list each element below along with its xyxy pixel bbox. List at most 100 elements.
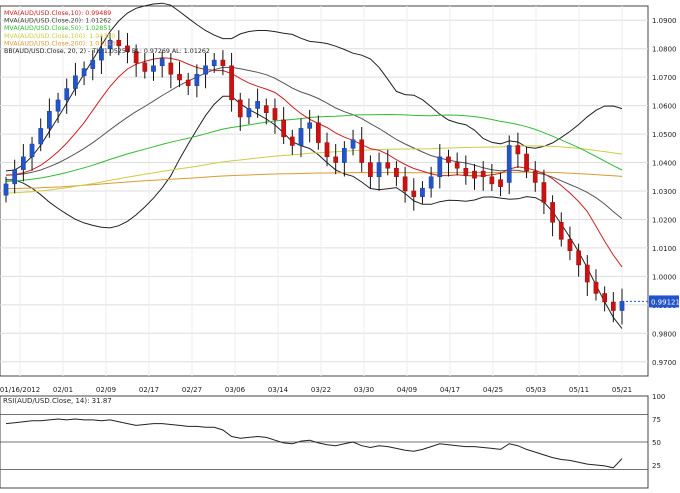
legend-entry: BB(AUD/USD.Close, 20, 2) - TL: 1.05254 B… [4, 48, 210, 55]
candle-down [594, 282, 598, 293]
candle-down [516, 145, 520, 154]
candle-down [334, 157, 338, 163]
candle-down [559, 222, 563, 239]
candle-down [472, 171, 476, 178]
candle-down [446, 157, 450, 163]
rsi-tick-label: 25 [652, 462, 661, 470]
candle-down [412, 191, 416, 197]
legend-entry: MVA(AUD/USD.Close,10): 0.99489 [4, 10, 111, 17]
date-tick-label: 04/09 [397, 386, 417, 394]
candle-up [351, 140, 355, 149]
candle-down [177, 74, 181, 80]
candle-up [91, 60, 95, 69]
candle-down [550, 202, 554, 222]
price-tick-label: 1.0300 [652, 188, 677, 196]
candle-up [56, 100, 60, 111]
date-x-axis: 01/16/2012 02/01 02/09 02/17 02/27 03/06 03/14… [0, 386, 632, 394]
candle-up [160, 59, 164, 66]
candle-up [342, 148, 346, 162]
rsi-tick-label: 75 [652, 416, 661, 424]
candle-up [203, 66, 207, 75]
candle-down [316, 123, 320, 143]
price-tick-label: 1.0100 [652, 245, 677, 253]
candle-up [151, 66, 155, 72]
candle-down [325, 143, 329, 157]
rsi-tick-label: 50 [652, 439, 661, 447]
candle-up [420, 188, 424, 197]
candle-down [568, 239, 572, 250]
candle-down [282, 120, 286, 137]
candle-up [256, 101, 260, 108]
candle-down [360, 140, 364, 163]
candle-up [195, 74, 199, 85]
candle-up [620, 301, 624, 310]
candle-down [264, 106, 268, 113]
candle-up [13, 170, 17, 184]
price-tick-label: 1.0800 [652, 46, 677, 54]
candle-down [490, 177, 494, 184]
rsi-y-axis: 100 75 50 25 [652, 393, 665, 470]
candle-down [464, 168, 468, 175]
candle-up [429, 177, 433, 188]
candle-down [524, 154, 528, 171]
candle-down [273, 108, 277, 119]
price-tick-label: 1.0400 [652, 160, 677, 168]
candle-up [82, 69, 86, 76]
date-tick-label: 05/03 [526, 386, 546, 394]
candle-up [65, 89, 69, 100]
candle-down [186, 80, 190, 86]
legend-entry: MVA(AUD/USD.Close,200): 1.03143 [4, 40, 115, 47]
last-price-label: 0.99121 [651, 298, 680, 306]
candle-up [30, 144, 34, 157]
rsi-tick-label: 100 [652, 393, 665, 401]
candle-down [221, 60, 225, 66]
date-tick-label: 02/27 [182, 386, 202, 394]
candle-down [290, 137, 294, 146]
date-tick-label: 05/11 [569, 386, 589, 394]
candle-down [169, 63, 173, 74]
price-tick-label: 1.0900 [652, 17, 677, 25]
candle-up [299, 128, 303, 145]
candle-down [238, 100, 242, 117]
candle-down [603, 293, 607, 302]
candle-down [143, 63, 147, 72]
candle-up [21, 157, 25, 170]
date-tick-label: 01/16/2012 [0, 386, 40, 394]
candle-down [481, 171, 485, 177]
candle-down [117, 40, 121, 46]
date-tick-label: 05/21 [612, 386, 632, 394]
candle-down [394, 168, 398, 177]
candle-down [611, 302, 615, 311]
rsi-title: RSI(AUD/USD.Close, 14): 31.87 [3, 397, 112, 405]
price-tick-label: 0.9700 [652, 359, 677, 367]
price-y-axis: 1.0900 1.0800 1.0700 1.0600 1.0500 1.0400 1.03… [652, 17, 677, 367]
candle-up [73, 76, 77, 89]
candle-down [229, 66, 233, 100]
candle-up [47, 111, 51, 128]
candle-up [4, 184, 8, 195]
date-tick-label: 03/06 [225, 386, 246, 394]
candle-down [498, 180, 502, 187]
candle-down [585, 265, 589, 282]
price-tick-label: 1.0700 [652, 74, 677, 82]
date-tick-label: 02/17 [139, 386, 159, 394]
date-tick-label: 04/25 [483, 386, 503, 394]
candle-up [247, 108, 251, 117]
date-tick-label: 03/22 [311, 386, 331, 394]
candle-up [39, 128, 43, 144]
candle-down [403, 177, 407, 191]
candle-down [577, 251, 581, 265]
candle-down [542, 182, 546, 202]
legend-entry: MVA(AUD/USD.Close,20): 1.01262 [4, 18, 111, 25]
candle-up [212, 60, 216, 66]
date-tick-label: 04/17 [440, 386, 460, 394]
candle-up [308, 123, 312, 129]
candle-down [368, 163, 372, 177]
date-tick-label: 02/09 [96, 386, 116, 394]
price-tick-label: 1.0600 [652, 103, 677, 111]
date-tick-label: 02/01 [53, 386, 73, 394]
candle-up [438, 157, 442, 177]
price-tick-label: 1.0200 [652, 216, 677, 224]
candle-up [507, 145, 511, 182]
